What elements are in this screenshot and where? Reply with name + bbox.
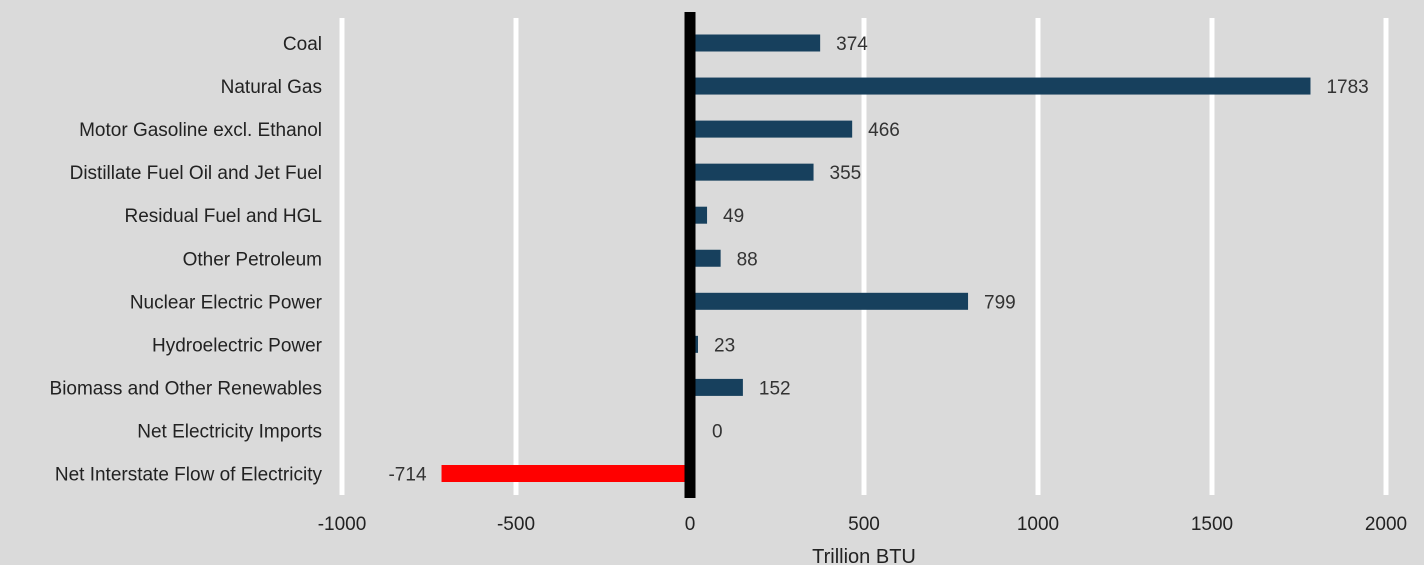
x-tick-label: -1000 [318,514,367,535]
x-tick-label: 0 [685,514,696,535]
data-label: 1783 [1326,77,1368,98]
category-label: Residual Fuel and HGL [125,206,323,227]
category-labels: Coal Natural Gas Motor Gasoline excl. Etha… [50,34,323,486]
category-label: Biomass and Other Renewables [50,378,322,399]
category-label: Net Electricity Imports [137,421,322,442]
x-axis-title: Trillion BTU [812,546,916,565]
data-label: 374 [836,34,868,55]
category-label: Coal [283,34,322,55]
category-label: Other Petroleum [183,249,322,270]
category-label: Distillate Fuel Oil and Jet Fuel [70,163,322,184]
data-label: 0 [712,421,723,442]
data-label: 23 [714,335,735,356]
category-label: Motor Gasoline excl. Ethanol [79,120,322,141]
category-label: Net Interstate Flow of Electricity [55,465,323,486]
bar-10 [441,465,690,482]
bar-3 [690,163,814,181]
bar-5 [690,249,721,267]
data-label: 799 [984,292,1016,313]
bar-1 [690,77,1311,95]
bars [441,34,1311,482]
data-label: 49 [723,206,744,227]
bar-0 [690,34,821,52]
data-label: -714 [388,465,426,486]
data-label: 88 [737,249,758,270]
category-label: Natural Gas [221,77,322,98]
x-tick-label: 1000 [1017,514,1059,535]
tick-labels: -1000 -500 0 500 1000 1500 2000 [318,514,1407,535]
x-tick-label: 500 [848,514,880,535]
bar-2 [690,120,853,138]
x-tick-label: -500 [497,514,535,535]
x-tick-label: 2000 [1365,514,1407,535]
category-label: Hydroelectric Power [152,335,323,356]
category-label: Nuclear Electric Power [130,292,323,313]
data-labels: 374 1783 466 355 49 88 799 23 152 0 -714 [388,34,1368,486]
gridlines [339,18,1389,495]
x-tick-label: 1500 [1191,514,1233,535]
data-label: 355 [830,163,862,184]
bar-8 [690,378,743,396]
bar-6 [690,292,969,310]
data-label: 466 [868,120,900,141]
data-label: 152 [759,378,791,399]
